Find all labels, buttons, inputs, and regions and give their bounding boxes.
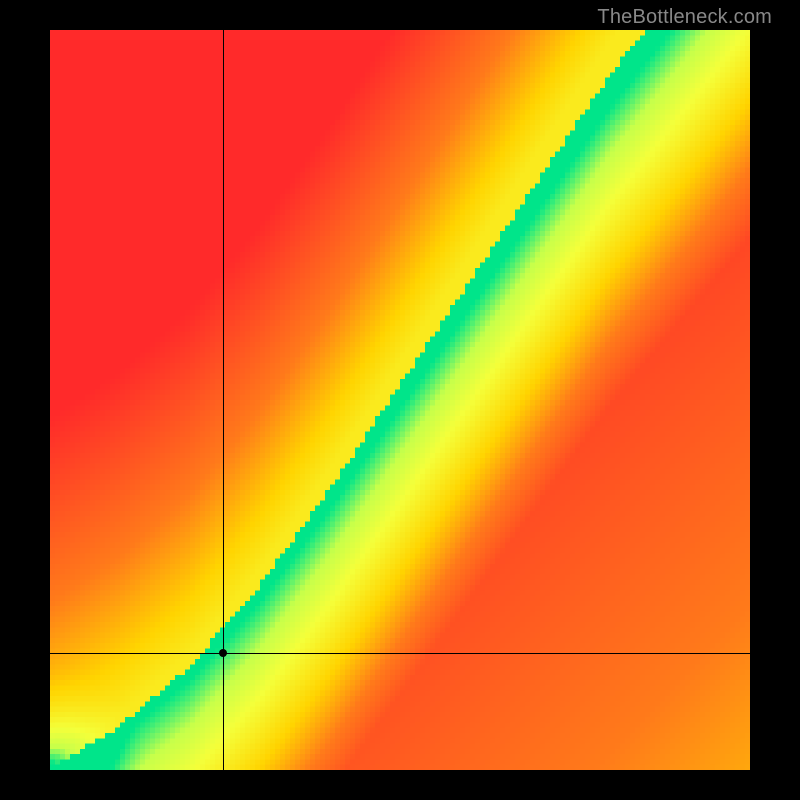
heatmap-canvas — [50, 30, 750, 770]
selected-point-marker[interactable] — [219, 649, 227, 657]
crosshair-horizontal-line — [50, 653, 750, 654]
chart-frame: TheBottleneck.com — [0, 0, 800, 800]
crosshair-vertical-line — [223, 30, 224, 770]
heatmap-plot-area — [50, 30, 750, 770]
watermark-text: TheBottleneck.com — [597, 6, 772, 29]
